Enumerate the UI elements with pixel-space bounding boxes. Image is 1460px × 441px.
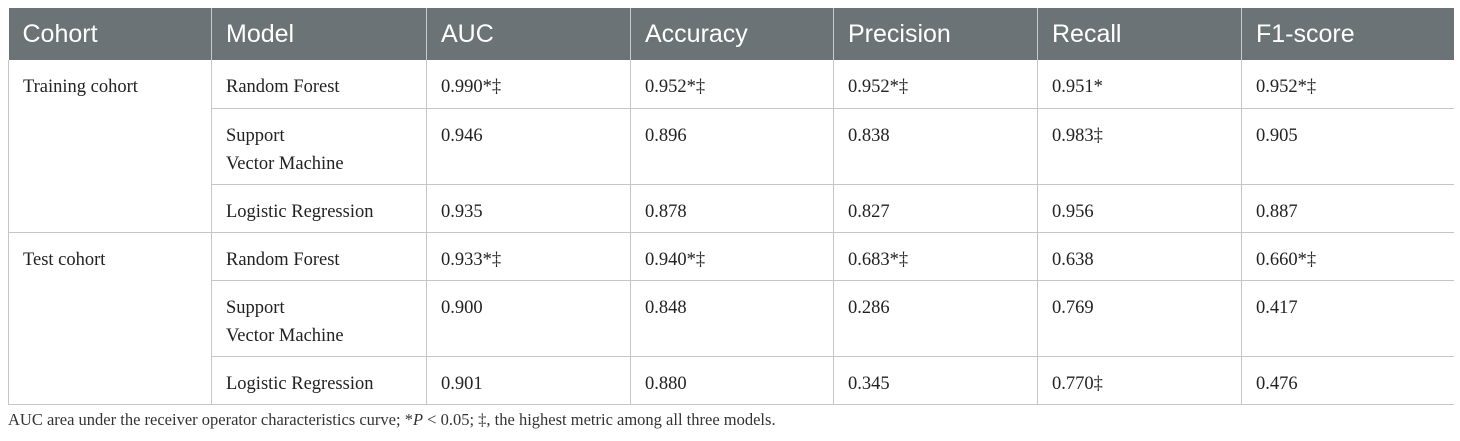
precision-cell: 0.286 (833, 280, 1038, 357)
header-f1-score: F1-score (1256, 19, 1355, 48)
table-row: Logistic Regression 0.935 0.878 0.827 0.… (9, 184, 1454, 233)
table-row: Support Vector Machine 0.946 0.896 0.838 … (9, 108, 1454, 185)
precision-cell: 0.827 (833, 184, 1038, 233)
auc-cell: 0.990*‡ (426, 60, 631, 109)
header-cohort: Cohort (8, 8, 212, 60)
model-performance-table: Cohort Model AUC Accuracy Precision Reca… (8, 8, 1454, 405)
recall-cell: 0.956 (1037, 184, 1242, 233)
accuracy-cell: 0.880 (630, 356, 834, 405)
f1-cell: 0.417 (1241, 280, 1454, 357)
precision-cell: 0.838 (833, 108, 1038, 185)
cohort-cell: Training cohort (8, 60, 212, 233)
table-row: Test cohort Random Forest 0.933*‡ 0.940*… (8, 232, 1454, 405)
auc-cell: 0.935 (426, 184, 631, 233)
header-auc: AUC (426, 8, 631, 60)
precision-cell: 0.345 (833, 356, 1038, 405)
auc-cell: 0.900 (426, 280, 631, 357)
model-cell: Logistic Regression (211, 184, 427, 233)
accuracy-cell: 0.940*‡ (630, 232, 834, 281)
auc-cell: 0.901 (426, 356, 631, 405)
accuracy-cell: 0.878 (630, 184, 834, 233)
recall-cell: 0.769 (1037, 280, 1242, 357)
cohort-cell: Test cohort (8, 232, 212, 405)
table-row: Training cohort Random Forest 0.990*‡ 0.… (8, 60, 1454, 233)
model-line: Support (226, 125, 285, 146)
model-cell: Support Vector Machine (211, 108, 427, 185)
auc-cell: 0.946 (426, 108, 631, 185)
table-header-row: Cohort Model AUC Accuracy Precision Reca… (8, 8, 1454, 60)
table-footnote: AUC area under the receiver operator cha… (8, 410, 776, 430)
f1-cell: 0.887 (1241, 184, 1454, 233)
model-cell: Random Forest (211, 232, 427, 281)
recall-cell: 0.951* (1037, 60, 1242, 109)
header-model: Model (211, 8, 427, 60)
recall-cell: 0.770‡ (1037, 356, 1242, 405)
results-table-container: Cohort Model AUC Accuracy Precision Reca… (8, 8, 1454, 405)
model-line: Vector Machine (226, 153, 344, 174)
f1-cell: 0.476 (1241, 356, 1454, 405)
precision-cell: 0.683*‡ (833, 232, 1038, 281)
model-line: Vector Machine (226, 325, 344, 346)
table-row: Support Vector Machine 0.900 0.848 0.286 … (9, 280, 1454, 357)
accuracy-cell: 0.896 (630, 108, 834, 185)
table-row: Logistic Regression 0.901 0.880 0.345 0.… (9, 356, 1454, 405)
precision-cell: 0.952*‡ (833, 60, 1038, 109)
f1-cell: 0.952*‡ (1241, 60, 1454, 109)
header-accuracy: Accuracy (630, 8, 834, 60)
recall-cell: 0.983‡ (1037, 108, 1242, 185)
accuracy-cell: 0.952*‡ (630, 60, 834, 109)
model-cell: Support Vector Machine (211, 280, 427, 357)
model-cell: Logistic Regression (211, 356, 427, 405)
f1-cell: 0.660*‡ (1241, 232, 1454, 281)
model-cell: Random Forest (211, 60, 427, 109)
footnote-p-symbol: P (412, 410, 424, 429)
recall-cell: 0.638 (1037, 232, 1242, 281)
accuracy-cell: 0.848 (630, 280, 834, 357)
header-precision: Precision (833, 8, 1038, 60)
header-recall: Recall (1037, 8, 1242, 60)
auc-cell: 0.933*‡ (426, 232, 631, 281)
footnote-text: AUC area under the receiver operator cha… (8, 410, 413, 429)
model-line: Support (226, 297, 285, 318)
footnote-text: < 0.05; ‡, the highest metric among all … (423, 410, 776, 429)
f1-cell: 0.905 (1241, 108, 1454, 185)
